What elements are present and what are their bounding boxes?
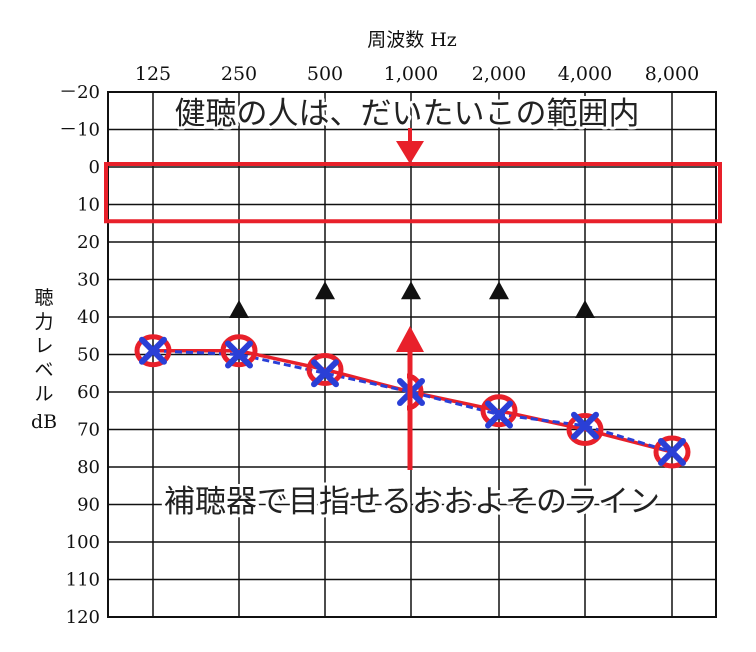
x-tick-label: 500 — [307, 63, 343, 85]
series-point-blue — [571, 411, 599, 440]
bone-marker-triangle — [229, 300, 249, 318]
x-tick-label: 4,000 — [558, 63, 612, 85]
x-tick-label: 1,000 — [384, 63, 438, 85]
y-tick-label: 70 — [77, 420, 100, 441]
series-point-red — [220, 334, 258, 368]
series-point-blue — [139, 336, 167, 365]
y-tick-label: 20 — [77, 232, 100, 253]
y-tick-labels: －20 －10 0 10 20 30 40 50 60 70 80 90 100 110 120 — [59, 82, 100, 628]
y-tick-label: 40 — [77, 307, 100, 328]
y-tick-label: 0 — [89, 157, 100, 178]
y-tick-label: 100 — [66, 532, 100, 553]
y-tick-label: 60 — [77, 382, 100, 403]
x-tick-label: 2,000 — [472, 63, 526, 85]
series-point-red — [306, 353, 344, 386]
bone-marker-triangle — [401, 281, 421, 300]
normal-hearing-range — [104, 162, 722, 224]
y-tick-label: －10 — [59, 120, 100, 141]
bone-marker-triangle — [575, 300, 595, 318]
bone-marker-triangle — [315, 281, 335, 300]
x-tick-label: 125 — [135, 63, 171, 85]
bone-markers — [229, 281, 595, 318]
highlight-box — [104, 162, 722, 224]
y-axis-title-char: ベ — [34, 359, 53, 381]
x-tick-label: 250 — [221, 63, 257, 85]
y-tick-label: 90 — [77, 495, 100, 516]
y-axis-title-char: レ — [34, 335, 53, 357]
series-point-blue — [311, 359, 339, 388]
y-tick-label: 50 — [77, 345, 100, 366]
series-point-blue — [225, 340, 253, 369]
y-tick-label: 30 — [77, 270, 100, 291]
arrow-up-head — [396, 326, 424, 352]
x-tick-labels: 125 250 500 1,000 2,000 4,000 8,000 — [135, 63, 699, 85]
series-point-blue — [658, 438, 686, 466]
annotation-arrows — [396, 128, 424, 470]
x-axis-title: 周波数 Hz — [367, 29, 457, 51]
series-point-red — [566, 413, 604, 446]
y-tick-label: 80 — [77, 457, 100, 478]
y-axis-unit: dB — [31, 411, 57, 433]
series-point-red — [653, 435, 691, 469]
y-axis-title-char: ル — [34, 383, 53, 405]
bone-marker-triangle — [489, 281, 509, 300]
y-tick-label: －20 — [59, 82, 100, 103]
y-tick-label: 110 — [66, 570, 100, 591]
y-axis-title-char: 聴 — [34, 287, 53, 309]
annotation-bottom: 補聴器で目指せるおおよそのライン — [164, 484, 660, 520]
grid — [107, 91, 717, 618]
y-tick-label: 120 — [66, 607, 100, 628]
series-point-red — [480, 394, 518, 428]
series-point-red — [134, 334, 172, 368]
arrow-down-head — [396, 141, 424, 164]
y-tick-label: 10 — [77, 195, 100, 216]
x-tick-label: 8,000 — [645, 63, 699, 85]
series-point-blue — [485, 400, 513, 429]
y-axis-title-char: 力 — [34, 311, 53, 333]
annotation-top: 健聴の人は、だいたいこの範囲内 — [175, 96, 640, 132]
